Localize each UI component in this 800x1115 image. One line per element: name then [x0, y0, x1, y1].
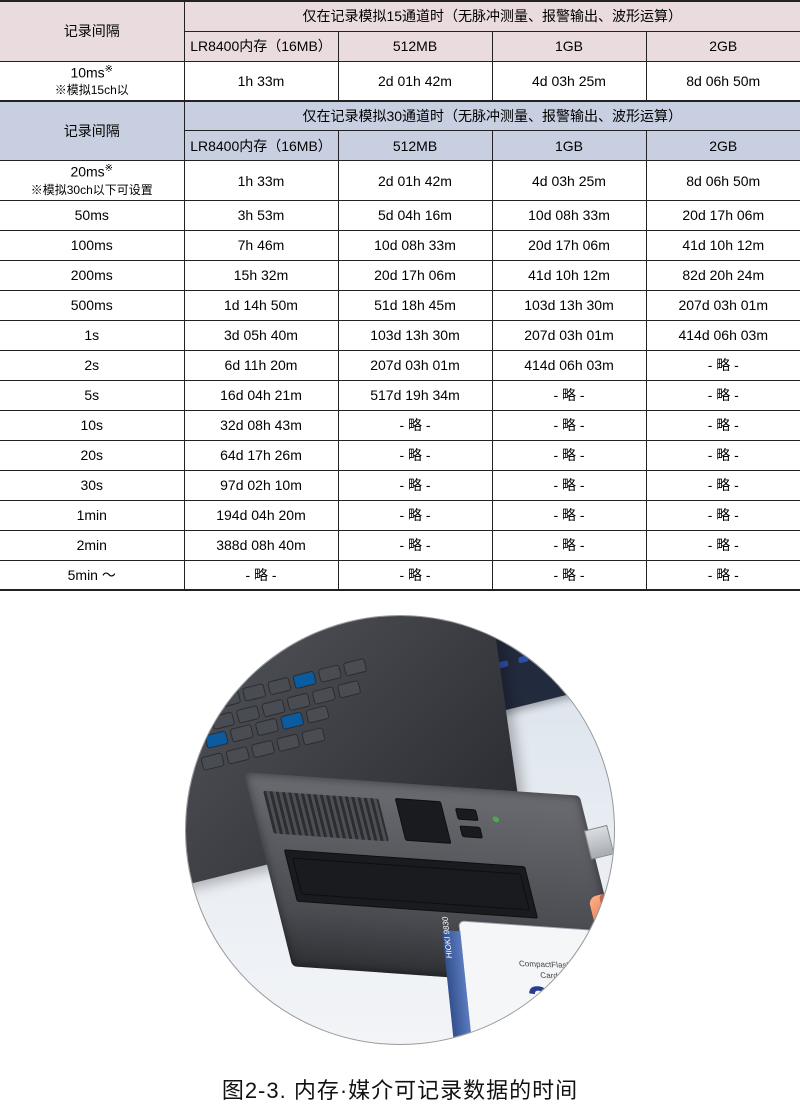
row-value: - 略 -: [338, 560, 492, 590]
row-value: - 略 -: [492, 380, 646, 410]
row-value: - 略 -: [646, 500, 800, 530]
cf-label2: Card: [540, 971, 559, 981]
row-value: 517d 19h 34m: [338, 380, 492, 410]
row-value: - 略 -: [646, 440, 800, 470]
row-value: 20d 17h 06m: [646, 200, 800, 230]
row-value: 16d 04h 21m: [184, 380, 338, 410]
row-value: 64d 17h 26m: [184, 440, 338, 470]
row-value: 207d 03h 01m: [492, 320, 646, 350]
row-interval: 10s: [0, 410, 184, 440]
row-value: 103d 13h 30m: [338, 320, 492, 350]
row-value: 207d 03h 01m: [338, 350, 492, 380]
row-value: - 略 -: [492, 530, 646, 560]
row-value: 103d 13h 30m: [492, 290, 646, 320]
row-interval: 20ms※※模拟30ch以下可设置: [0, 161, 184, 200]
row-value: 10d 08h 33m: [338, 230, 492, 260]
row-value: 6d 11h 20m: [184, 350, 338, 380]
row-value: 1h 33m: [184, 161, 338, 200]
row-value: - 略 -: [492, 560, 646, 590]
row-interval: 2s: [0, 350, 184, 380]
row-value: - 略 -: [646, 470, 800, 500]
row-value: 2d 01h 42m: [338, 161, 492, 200]
cf-label1: CompactFlash®: [519, 960, 578, 971]
row-value: 41d 10h 12m: [492, 260, 646, 290]
row-value: 8d 06h 50m: [646, 161, 800, 200]
section1-rowlabel: 记录间隔: [0, 1, 184, 61]
row-value: 4d 03h 25m: [492, 161, 646, 200]
row-interval: 200ms: [0, 260, 184, 290]
row-interval: 30s: [0, 470, 184, 500]
row-value: 207d 03h 01m: [646, 290, 800, 320]
section1-v2: 4d 03h 25m: [492, 61, 646, 101]
row-value: - 略 -: [646, 530, 800, 560]
cf-num: 2: [526, 979, 553, 1024]
section1-col1: 512MB: [338, 31, 492, 61]
row-value: - 略 -: [492, 500, 646, 530]
cf-card: HIOKI 9830 CompactFlash® Card 2GB: [458, 921, 615, 1046]
section1-interval-note: ※模拟15ch以: [4, 81, 180, 98]
row-value: 10d 08h 33m: [492, 200, 646, 230]
row-value: 5d 04h 16m: [338, 200, 492, 230]
row-value: - 略 -: [492, 470, 646, 500]
row-value: 3d 05h 40m: [184, 320, 338, 350]
row-value: 7h 46m: [184, 230, 338, 260]
row-value: 41d 10h 12m: [646, 230, 800, 260]
row-value: 32d 08h 43m: [184, 410, 338, 440]
recording-time-table: 记录间隔 仅在记录模拟15通道时（无脉冲测量、报警输出、波形运算） LR8400…: [0, 0, 800, 591]
row-value: 194d 04h 20m: [184, 500, 338, 530]
row-value: - 略 -: [492, 440, 646, 470]
section1-v0: 1h 33m: [184, 61, 338, 101]
row-interval: 20s: [0, 440, 184, 470]
row-interval: 1s: [0, 320, 184, 350]
row-value: - 略 -: [184, 560, 338, 590]
cf-gb: GB: [555, 1003, 578, 1020]
section1-col3: 2GB: [646, 31, 800, 61]
section2-col2: 1GB: [492, 131, 646, 161]
section2-col3: 2GB: [646, 131, 800, 161]
row-value: 414d 06h 03m: [646, 320, 800, 350]
section2-rowlabel: 记录间隔: [0, 101, 184, 161]
row-value: - 略 -: [338, 410, 492, 440]
row-interval: 5min ～: [0, 560, 184, 590]
section1-v3: 8d 06h 50m: [646, 61, 800, 101]
row-value: - 略 -: [338, 440, 492, 470]
row-interval: 500ms: [0, 290, 184, 320]
section1-col0: LR8400内存（16MB）: [184, 31, 338, 61]
row-interval: 5s: [0, 380, 184, 410]
section1-interval-sup: ※: [105, 64, 113, 75]
row-value: - 略 -: [646, 410, 800, 440]
row-value: 20d 17h 06m: [338, 260, 492, 290]
figure-caption: 图2-3. 内存·媒介可记录数据的时间: [222, 1073, 578, 1105]
section2-banner: 仅在记录模拟30通道时（无脉冲测量、报警输出、波形运算）: [184, 101, 800, 131]
row-value: 388d 08h 40m: [184, 530, 338, 560]
section1-col2: 1GB: [492, 31, 646, 61]
row-value: 414d 06h 03m: [492, 350, 646, 380]
row-value: 1d 14h 50m: [184, 290, 338, 320]
row-interval: 1min: [0, 500, 184, 530]
section2-col0: LR8400内存（16MB）: [184, 131, 338, 161]
row-value: - 略 -: [338, 530, 492, 560]
row-value: - 略 -: [646, 380, 800, 410]
section2-col1: 512MB: [338, 131, 492, 161]
row-value: 51d 18h 45m: [338, 290, 492, 320]
row-value: - 略 -: [492, 410, 646, 440]
section1-v1: 2d 01h 42m: [338, 61, 492, 101]
row-value: 15h 32m: [184, 260, 338, 290]
row-value: 82d 20h 24m: [646, 260, 800, 290]
device-photo: HIOKI 9830 CompactFlash® Card 2GB: [185, 615, 615, 1045]
row-value: - 略 -: [646, 560, 800, 590]
row-value: - 略 -: [338, 470, 492, 500]
row-value: - 略 -: [338, 500, 492, 530]
row-value: 20d 17h 06m: [492, 230, 646, 260]
row-value: - 略 -: [646, 350, 800, 380]
row-interval: 50ms: [0, 200, 184, 230]
row-value: 97d 02h 10m: [184, 470, 338, 500]
section1-banner: 仅在记录模拟15通道时（无脉冲测量、报警输出、波形运算）: [184, 1, 800, 31]
section1-interval: 10ms※ ※模拟15ch以: [0, 61, 184, 101]
row-interval: 100ms: [0, 230, 184, 260]
row-value: 3h 53m: [184, 200, 338, 230]
row-interval: 2min: [0, 530, 184, 560]
section1-interval-main: 10ms: [70, 64, 104, 80]
figure-wrap: HIOKI 9830 CompactFlash® Card 2GB 图2-3. …: [0, 591, 800, 1115]
